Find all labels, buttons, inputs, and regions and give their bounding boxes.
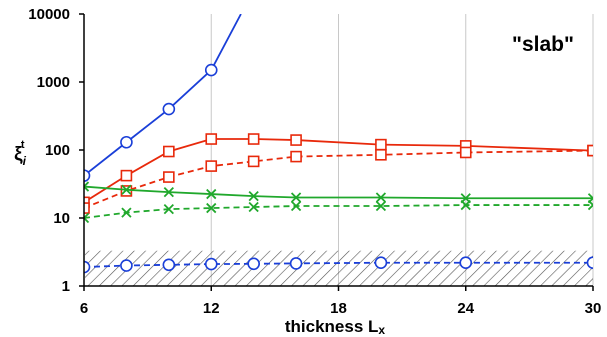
series-1 [84, 256, 593, 274]
y-axis-label-sub: i [23, 154, 27, 168]
series-4-point-6 [375, 192, 387, 203]
y-tick-label-1: 1 [62, 278, 70, 295]
series-layer [84, 14, 593, 274]
series-2-point-6 [375, 138, 387, 151]
x-tick-label-12: 12 [203, 300, 220, 317]
series-3-point-0 [84, 202, 90, 214]
series-5-point-6 [375, 200, 387, 212]
series-0-point-1 [120, 135, 133, 149]
series-1-point-7 [459, 256, 473, 270]
series-5-point-1 [121, 207, 132, 218]
hatched-band [85, 250, 593, 286]
series-1-point-4 [247, 257, 260, 271]
y-tick-label-1000: 1000 [37, 74, 70, 91]
series-4-point-0 [84, 181, 90, 192]
series-1-point-5 [289, 257, 303, 270]
y-tick-labels: 1 10 100 1000 10000 [28, 6, 84, 295]
y-axis-label-main: ξ [14, 144, 23, 165]
series-5-point-2 [163, 204, 174, 215]
series-3-point-6 [375, 148, 387, 161]
series-5 [84, 199, 593, 224]
series-4-point-1 [121, 184, 132, 195]
y-tick-label-10: 10 [53, 210, 70, 227]
x-tick-label-18: 18 [330, 300, 347, 317]
series-5-point-0 [84, 212, 90, 224]
series-1-point-6 [374, 256, 388, 270]
series-2-point-4 [247, 133, 260, 145]
x-tick-label-6: 6 [80, 300, 88, 317]
series-4-point-5 [290, 192, 302, 203]
x-tick-label-30: 30 [585, 300, 602, 317]
series-5-point-3 [206, 202, 217, 214]
series-4-point-2 [163, 187, 174, 198]
series-3-line [84, 149, 593, 209]
series-1-point-3 [204, 257, 218, 271]
series-0-point-0 [84, 169, 91, 182]
series-2-point-5 [290, 134, 302, 146]
series-5-point-8 [587, 199, 593, 211]
series-2-point-3 [205, 133, 218, 145]
x-tick-label-24: 24 [457, 300, 474, 317]
y-tick-label-100: 100 [45, 142, 70, 159]
x-tick-labels: 6 12 18 24 30 [80, 286, 602, 317]
series-1-line [84, 261, 593, 268]
series-0-line [84, 14, 242, 177]
series-3-point-3 [205, 160, 218, 172]
series-0-point-2 [162, 102, 176, 116]
series-1-point-1 [120, 259, 133, 272]
series-4 [84, 181, 593, 204]
series-1-point-0 [84, 260, 91, 274]
y-tick-label-10000: 10000 [28, 6, 70, 23]
series-3-point-5 [290, 150, 302, 163]
series-0 [84, 14, 242, 182]
series-1-point-8 [586, 256, 593, 270]
series-3-point-2 [163, 171, 175, 183]
x-axis-label-sub: x [378, 323, 385, 337]
series-3-point-8 [587, 144, 593, 157]
series-4-point-3 [206, 188, 217, 200]
series-5-point-7 [460, 199, 471, 211]
series-3-point-7 [459, 146, 472, 159]
series-3 [84, 144, 593, 214]
series-4-point-4 [248, 190, 259, 202]
series-2-point-1 [120, 169, 133, 182]
x-axis-label-main: thickness L [285, 317, 379, 336]
series-0-point-3 [204, 63, 218, 77]
slab-annotation: "slab" [512, 33, 574, 56]
series-2-point-2 [163, 145, 175, 158]
series-1-point-2 [162, 258, 176, 272]
series-3-point-4 [247, 155, 260, 168]
y-axis-label: ξit [14, 139, 26, 168]
series-5-point-4 [248, 201, 259, 213]
y-axis-label-sup: t [21, 139, 25, 151]
series-5-point-5 [290, 200, 302, 212]
x-axis-label: thickness Lx [285, 317, 386, 337]
